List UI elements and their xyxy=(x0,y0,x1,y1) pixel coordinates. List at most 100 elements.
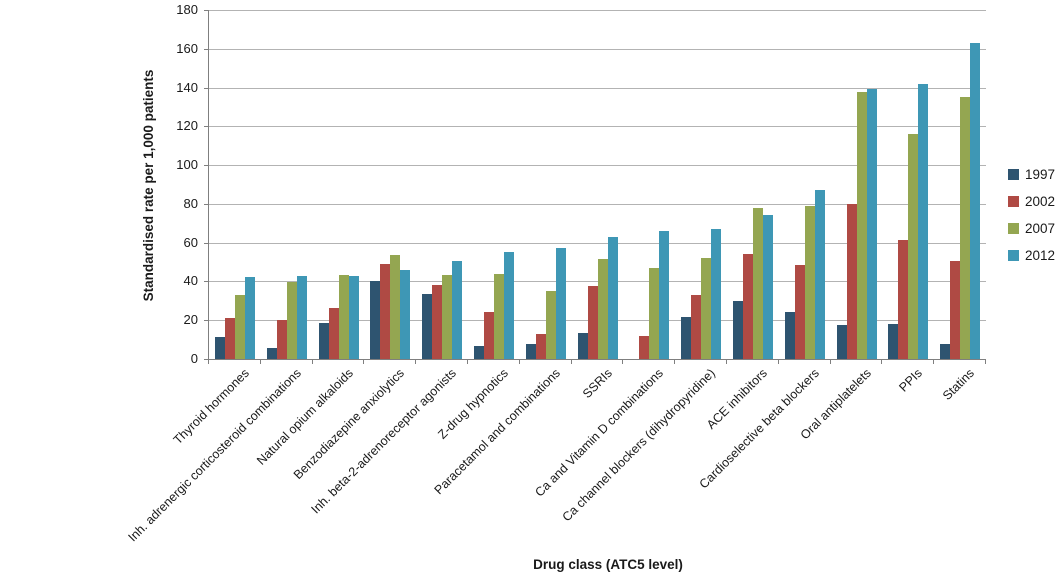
x-tick-mark xyxy=(467,360,468,364)
bar-2002-1 xyxy=(276,320,287,359)
y-tick-label: 140 xyxy=(176,79,198,95)
bar-2002-8 xyxy=(639,335,650,359)
legend: 1997 2002 2007 2012 xyxy=(1008,161,1055,269)
bar-2002-3 xyxy=(380,264,391,359)
bar-1997-14 xyxy=(940,343,951,359)
x-tick-mark xyxy=(881,360,883,364)
gridline xyxy=(209,203,986,205)
x-tick-mark xyxy=(829,360,831,364)
y-tick-label: 160 xyxy=(176,40,198,56)
y-tick-label: 180 xyxy=(176,2,198,17)
bar-1997-2 xyxy=(318,323,329,359)
category-label: Benzodiazepine anxiolytics xyxy=(291,366,408,483)
x-tick-mark xyxy=(985,360,986,364)
gridline xyxy=(209,10,986,11)
bar-2002-0 xyxy=(224,318,235,359)
legend-swatch-icon xyxy=(1008,223,1019,234)
category-label: PPIs xyxy=(896,366,926,395)
y-tick-label: 20 xyxy=(183,312,198,328)
category-label: Natural opium alkaloids xyxy=(253,366,356,468)
category-label: Ca channel blockers (dihydropyridine) xyxy=(559,366,718,525)
bar-2012-8 xyxy=(659,231,670,359)
bar-2007-3 xyxy=(390,255,401,359)
y-tick-mark xyxy=(204,242,208,244)
bar-2012-4 xyxy=(452,261,463,359)
y-tick-mark xyxy=(204,165,208,167)
gridline xyxy=(209,48,986,50)
bar-2002-2 xyxy=(328,307,339,359)
category-label: Cardioselective beta blockers xyxy=(696,366,822,492)
bar-2002-14 xyxy=(950,261,961,359)
y-tick-label: 60 xyxy=(183,234,198,250)
bar-2007-13 xyxy=(908,134,919,359)
legend-label: 2002 xyxy=(1025,194,1056,209)
category-label: Inh. beta-2-adrenoreceptor agonists xyxy=(308,366,459,517)
category-label: Z-drug hypnotics xyxy=(435,366,511,442)
gridline xyxy=(209,165,986,167)
legend-swatch-icon xyxy=(1008,250,1019,261)
y-tick-mark xyxy=(204,10,208,11)
bar-2012-1 xyxy=(296,275,307,359)
y-tick-mark xyxy=(204,359,208,360)
y-tick-label: 120 xyxy=(176,118,198,134)
bar-2012-6 xyxy=(555,248,566,359)
bar-1997-9 xyxy=(681,317,692,359)
category-label: Paracetamol and combinations xyxy=(431,366,563,498)
bar-1997-11 xyxy=(784,311,795,359)
y-tick-mark xyxy=(204,87,208,89)
category-label: Ca and Vitamin D combinations xyxy=(532,366,667,500)
y-tick-mark xyxy=(204,281,208,283)
bar-2012-7 xyxy=(607,236,618,359)
bar-1997-1 xyxy=(266,348,277,359)
bar-2007-4 xyxy=(442,274,453,359)
gridline xyxy=(209,242,986,244)
bar-1997-10 xyxy=(732,300,743,359)
bar-2007-1 xyxy=(286,282,297,359)
x-tick-mark xyxy=(777,360,779,364)
gridline xyxy=(209,87,986,89)
bar-1997-6 xyxy=(525,344,536,359)
y-tick-mark xyxy=(204,320,208,322)
x-tick-mark xyxy=(622,360,624,364)
bar-2012-13 xyxy=(918,83,929,359)
x-tick-mark xyxy=(363,360,365,364)
y-tick-mark xyxy=(204,126,208,128)
legend-swatch-icon xyxy=(1008,169,1019,180)
bar-1997-3 xyxy=(370,281,381,359)
bar-2012-0 xyxy=(244,276,255,359)
bar-1997-13 xyxy=(888,324,899,359)
category-label: Inh. adrenergic corticosteroid combinati… xyxy=(125,366,304,545)
x-tick-mark xyxy=(674,360,676,364)
bar-2002-12 xyxy=(846,203,857,359)
legend-swatch-icon xyxy=(1008,196,1019,207)
x-tick-mark xyxy=(518,360,520,364)
x-tick-mark xyxy=(726,360,727,364)
bar-2007-12 xyxy=(856,92,867,359)
gridline xyxy=(209,126,986,128)
legend-entry-2007: 2007 xyxy=(1008,215,1055,242)
legend-label: 1997 xyxy=(1025,167,1056,182)
bar-2002-6 xyxy=(535,333,546,359)
bar-2007-7 xyxy=(597,259,608,359)
bar-2002-4 xyxy=(432,285,443,359)
bar-1997-4 xyxy=(422,294,433,359)
y-tick-label: 100 xyxy=(176,157,198,173)
bar-2012-2 xyxy=(348,275,359,359)
bar-2007-2 xyxy=(338,274,349,359)
bar-2007-8 xyxy=(649,267,660,359)
bar-1997-12 xyxy=(836,325,847,359)
x-axis-title: Drug class (ATC5 level) xyxy=(533,557,683,572)
legend-label: 2007 xyxy=(1025,221,1056,236)
y-tick-label: 80 xyxy=(183,195,198,211)
y-tick-label: 40 xyxy=(183,273,198,289)
bar-2012-12 xyxy=(866,88,877,359)
bar-2002-7 xyxy=(587,286,598,359)
y-tick-label: 0 xyxy=(190,351,198,366)
bar-1997-7 xyxy=(577,332,588,359)
bar-2002-9 xyxy=(691,295,702,359)
x-tick-mark xyxy=(415,360,417,364)
bar-2012-5 xyxy=(503,252,514,359)
legend-entry-2002: 2002 xyxy=(1008,188,1055,215)
category-label: Thyroid hormones xyxy=(170,366,252,448)
bar-2012-11 xyxy=(814,190,825,359)
